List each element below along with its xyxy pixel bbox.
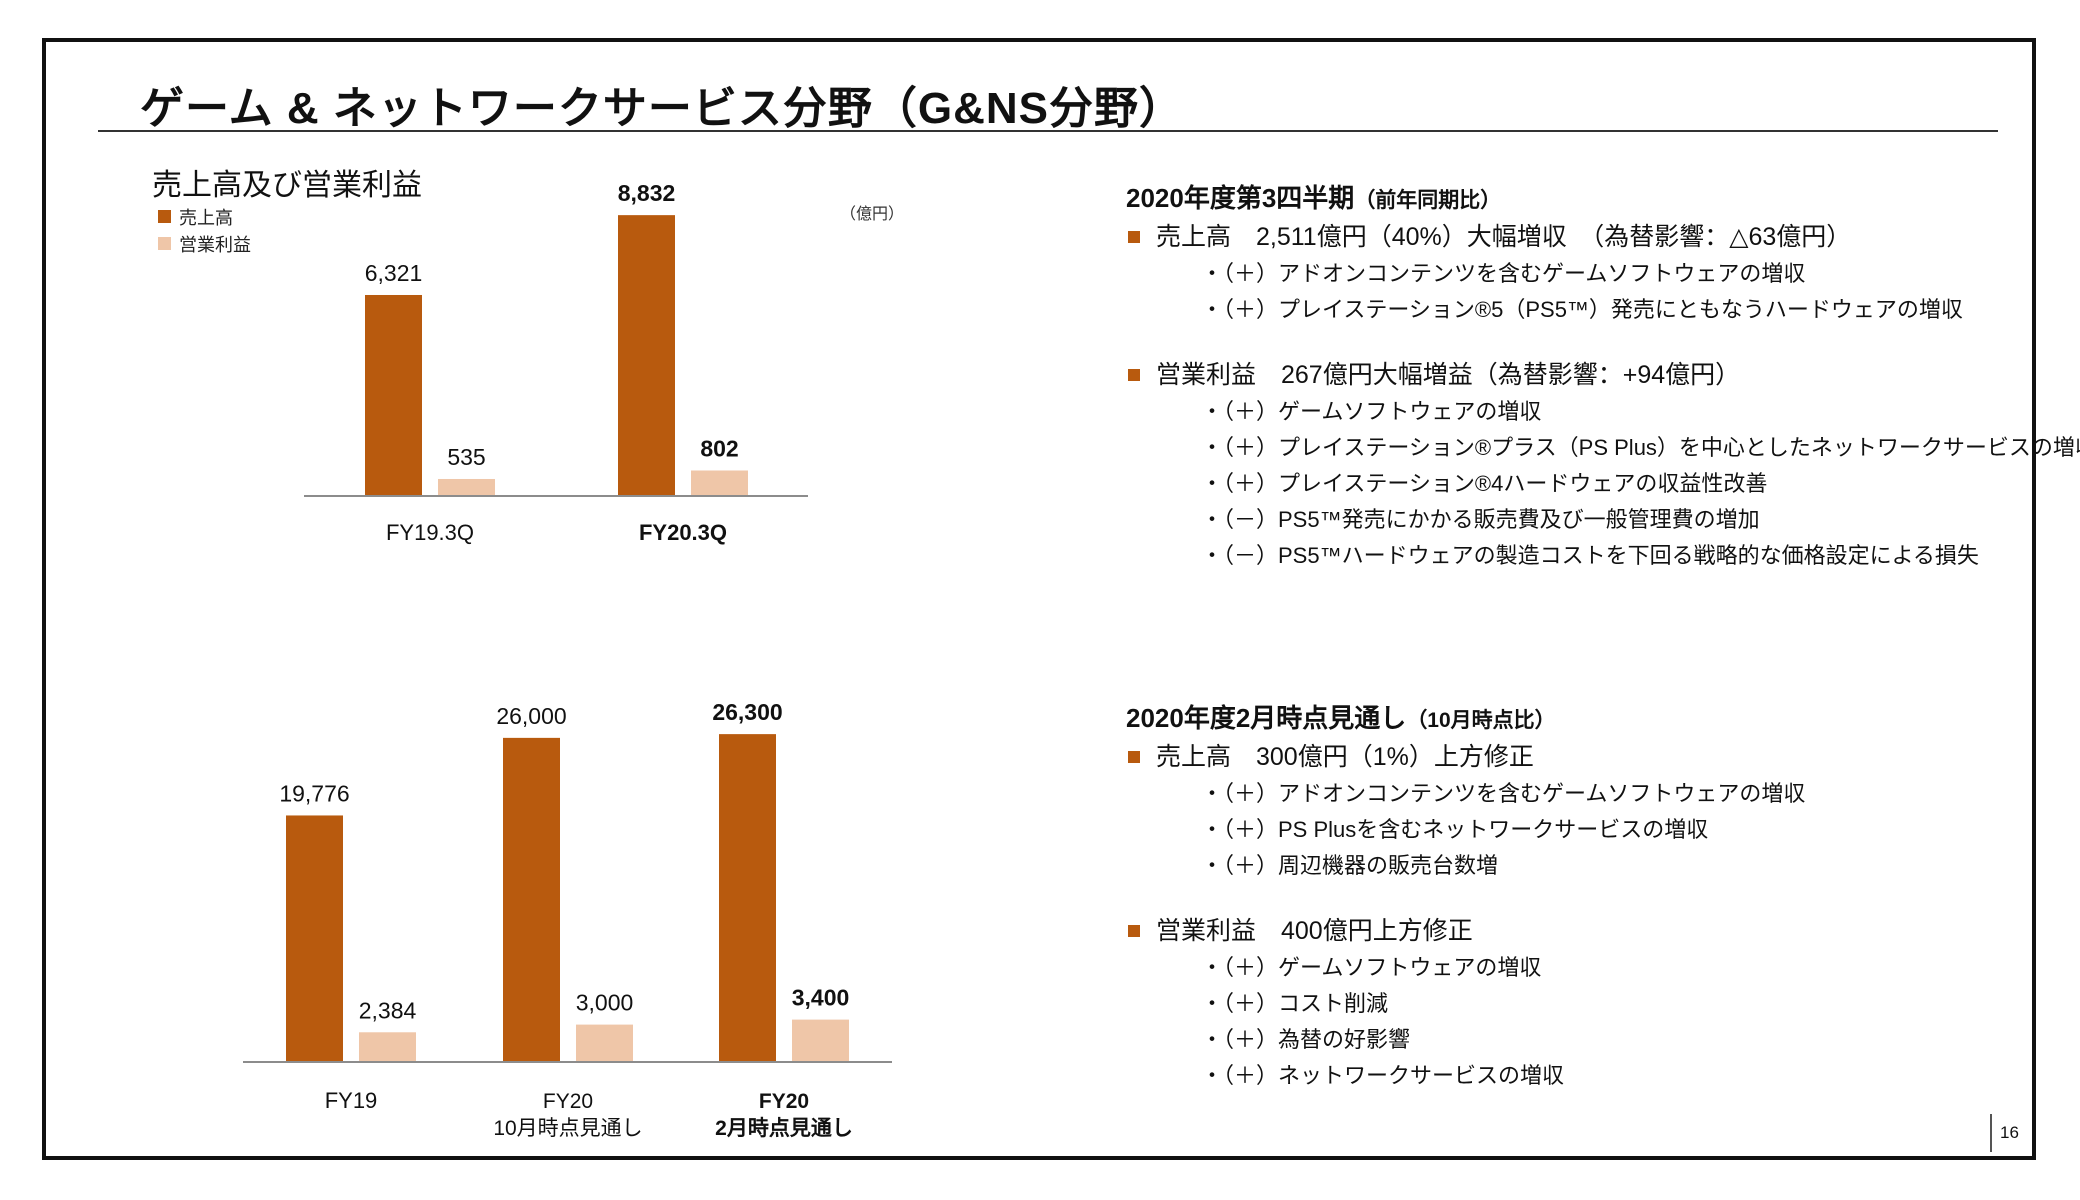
section-q3: 2020年度第3四半期（前年同期比） 売上高 2,511億円（40%）大幅増収 … xyxy=(1126,178,2080,574)
category-label-1: FY20.3Q xyxy=(639,520,727,545)
page-number: 16 xyxy=(2000,1123,2019,1142)
category-label-0: FY19.3Q xyxy=(386,520,474,545)
data-label-op-0: 2,384 xyxy=(359,997,417,1023)
legend-item-op: 営業利益 xyxy=(158,230,251,257)
bar-op-2 xyxy=(792,1019,849,1062)
bar-sales-1 xyxy=(618,215,675,496)
data-label-op-1: 802 xyxy=(700,435,738,461)
section-q3-sales-sub-1: ・（＋）アドオンコンテンツを含むゲームソフトウェアの増収 xyxy=(1201,261,1806,286)
section-forecast-sales-sub-2: ・（＋）PS Plusを含むネットワークサービスの増収 xyxy=(1201,817,1709,842)
section-forecast-group-sales: 売上高 300億円（1%）上方修正 ・（＋）アドオンコンテンツを含むゲームソフト… xyxy=(1126,738,2066,884)
chart-legend: 売上高 営業利益 xyxy=(158,203,251,257)
bar-charts: 6,321 535 FY19.3Q 8,832 802 FY20.3Q 19,776 2,38… xyxy=(243,180,892,1140)
section-q3-op-sub-1: ・（＋）ゲームソフトウェアの増収 xyxy=(1201,399,1542,424)
unit-label: （億円） xyxy=(840,206,905,223)
section-q3-sales-head: 売上高 2,511億円（40%）大幅増収 （為替影響：△63億円） xyxy=(1126,218,2066,256)
bar-op-1 xyxy=(576,1024,633,1062)
section-forecast-title: 2020年度2月時点見通し xyxy=(1126,703,1407,733)
section-q3-note: （前年同期比） xyxy=(1354,189,1502,212)
category-label-1: FY20 xyxy=(543,1090,593,1113)
section-q3-heading: 2020年度第3四半期（前年同期比） xyxy=(1126,178,2066,218)
section-forecast-op-sub-2: ・（＋）コスト削減 xyxy=(1201,991,1389,1016)
section-forecast-op-text: 営業利益 400億円上方修正 xyxy=(1156,917,1473,945)
section-forecast-op-sub-3: ・（＋）為替の好影響 xyxy=(1201,1027,1411,1052)
square-bullet-icon xyxy=(1128,369,1140,381)
square-bullet-icon xyxy=(1128,231,1140,243)
square-bullet-icon xyxy=(1128,751,1140,763)
section-forecast-sales-sub-3: ・（＋）周辺機器の販売台数増 xyxy=(1201,853,1499,878)
section-q3-sales-text: 売上高 2,511億円（40%）大幅増収 （為替影響：△63億円） xyxy=(1156,223,1852,251)
section-forecast-heading: 2020年度2月時点見通し（10月時点比） xyxy=(1126,698,2066,738)
data-label-sales-1: 26,000 xyxy=(496,703,566,729)
slide-frame xyxy=(42,38,2036,1160)
bar-sales-1 xyxy=(503,737,560,1062)
section-forecast-note: （10月時点比） xyxy=(1406,709,1556,732)
data-label-op-1: 3,000 xyxy=(576,990,634,1016)
section-q3-sales-sub-2: ・（＋）プレイステーション®5（PS5™）発売にともなうハードウェアの増収 xyxy=(1201,297,1963,322)
square-bullet-icon xyxy=(1128,925,1140,937)
category-label-0: FY19 xyxy=(325,1088,378,1113)
page-number-divider xyxy=(1990,1114,1992,1152)
section-forecast-sales-head: 売上高 300億円（1%）上方修正 xyxy=(1126,738,2066,776)
category-label-1-line2: 10月時点見通し xyxy=(493,1117,642,1140)
section-q3-op-sub-4: ・（－）PS5™発売にかかる販売費及び一般管理費の増加 xyxy=(1201,507,1760,532)
section-forecast-group-op: 営業利益 400億円上方修正 ・（＋）ゲームソフトウェアの増収 ・（＋）コスト削… xyxy=(1126,912,2066,1094)
bar-sales-0 xyxy=(286,815,343,1062)
data-label-op-2: 3,400 xyxy=(792,985,850,1011)
section-forecast-op-sub-1: ・（＋）ゲームソフトウェアの増収 xyxy=(1201,955,1542,980)
title-divider xyxy=(98,130,1998,132)
legend-label-sales: 売上高 xyxy=(179,207,233,228)
section-forecast-sales-text: 売上高 300億円（1%）上方修正 xyxy=(1156,743,1534,771)
legend-swatch-op xyxy=(158,237,171,250)
section-forecast-op-sub-4: ・（＋）ネットワークサービスの増収 xyxy=(1201,1063,1565,1088)
section-q3-title: 2020年度第3四半期 xyxy=(1126,183,1355,213)
bar-op-1 xyxy=(691,470,748,496)
section-q3-op-text: 営業利益 267億円大幅増益（為替影響：+94億円） xyxy=(1156,361,1741,389)
bar-sales-2 xyxy=(719,734,776,1062)
data-label-sales-1: 8,832 xyxy=(618,180,676,206)
section-forecast-op-head: 営業利益 400億円上方修正 xyxy=(1126,912,2066,950)
bar-sales-0 xyxy=(365,294,422,496)
section-q3-op-head: 営業利益 267億円大幅増益（為替影響：+94億円） xyxy=(1126,356,2066,394)
section-forecast: 2020年度2月時点見通し（10月時点比） 売上高 300億円（1%）上方修正 … xyxy=(1126,698,2066,1094)
section-q3-group-op: 営業利益 267億円大幅増益（為替影響：+94億円） ・（＋）ゲームソフトウェア… xyxy=(1126,356,2080,574)
section-q3-op-sub-2: ・（＋）プレイステーション®プラス（PS Plus）を中心としたネットワークサー… xyxy=(1201,435,2080,460)
section-q3-group-sales: 売上高 2,511億円（40%）大幅増収 （為替影響：△63億円） ・（＋）アド… xyxy=(1126,218,2066,328)
legend-item-sales: 売上高 xyxy=(158,203,251,230)
legend-swatch-sales xyxy=(158,210,171,223)
chart-title: 売上高及び営業利益 xyxy=(152,169,422,202)
legend-label-op: 営業利益 xyxy=(179,234,251,255)
data-label-sales-0: 19,776 xyxy=(279,780,349,806)
data-label-op-0: 535 xyxy=(447,444,485,470)
section-forecast-sales-sub-1: ・（＋）アドオンコンテンツを含むゲームソフトウェアの増収 xyxy=(1201,781,1806,806)
data-label-sales-2: 26,300 xyxy=(712,699,782,725)
section-q3-op-sub-3: ・（＋）プレイステーション®4ハードウェアの収益性改善 xyxy=(1201,471,1768,496)
bar-op-0 xyxy=(438,478,495,496)
data-label-sales-0: 6,321 xyxy=(365,260,423,286)
category-label-2-line2: 2月時点見通し xyxy=(715,1116,853,1140)
section-q3-op-sub-5: ・（－）PS5™ハードウェアの製造コストを下回る戦略的な価格設定による損失 xyxy=(1201,543,1979,568)
slide-title: ゲーム & ネットワークサービス分野（G&NS分野） xyxy=(140,84,1185,133)
bar-op-0 xyxy=(359,1032,416,1062)
category-label-2: FY20 xyxy=(759,1090,809,1113)
